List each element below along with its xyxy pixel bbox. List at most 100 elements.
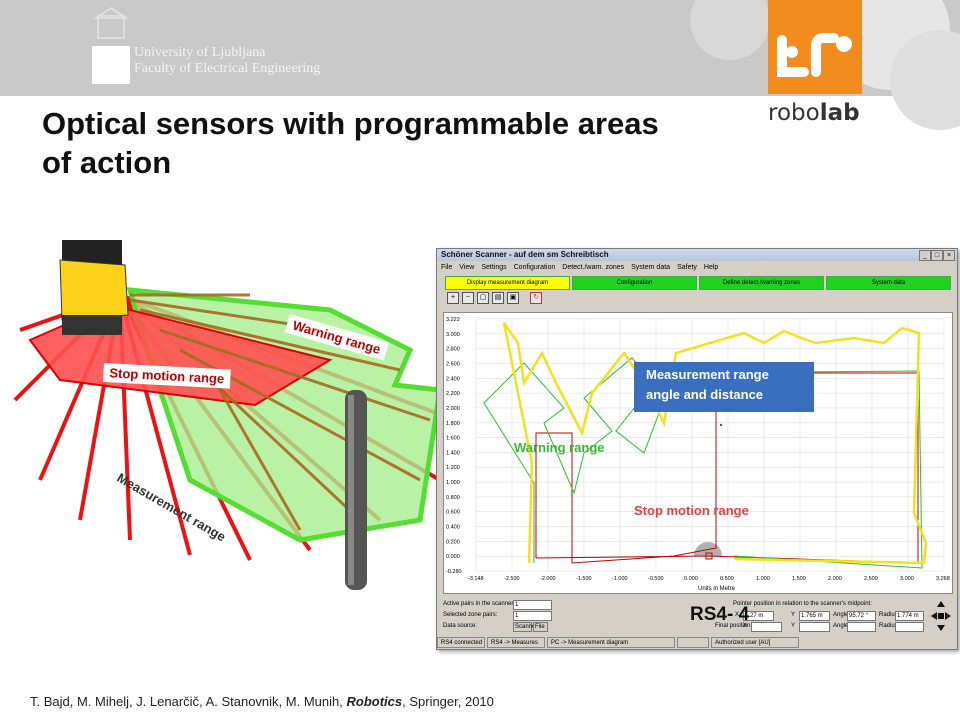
callout-line1: Measurement range bbox=[646, 367, 769, 382]
window-titlebar[interactable]: Schöner Scanner - auf dem sm Schreibtisc… bbox=[437, 249, 957, 261]
y-tick-label: 3.000 bbox=[446, 332, 460, 338]
y-tick-label: 1.400 bbox=[446, 450, 460, 456]
x-tick-label: 2.500 bbox=[864, 576, 878, 582]
y-tick-label: 1.000 bbox=[446, 480, 460, 486]
measurement-plot[interactable]: 3.222 3.000 2.800 2.600 2.400 2.200 2.000 1.800… bbox=[443, 312, 953, 594]
measurement-range-callout: Measurement range angle and distance bbox=[634, 362, 814, 412]
menu-detect-zones[interactable]: Detect./warn. zones bbox=[562, 264, 625, 271]
y-tick-label: 3.222 bbox=[446, 317, 460, 323]
robolab-brand-text: robolab bbox=[768, 100, 860, 126]
x-tick-label: -1.500 bbox=[576, 576, 592, 582]
tab-configuration[interactable]: Configuration bbox=[572, 276, 697, 290]
final-y-field[interactable] bbox=[799, 622, 830, 632]
citation-publisher: , Springer, 2010 bbox=[402, 694, 494, 709]
x-coordinate-field[interactable]: ...27 m bbox=[743, 611, 774, 621]
x-tick-label: 2.000 bbox=[828, 576, 842, 582]
menu-system-data[interactable]: System data bbox=[631, 264, 671, 271]
tab-measurement-diagram[interactable]: Display measurement diagram bbox=[445, 276, 570, 290]
status-diagram: PC -> Measurement diagram bbox=[547, 637, 675, 648]
selected-pairs-field[interactable]: 1 bbox=[513, 611, 552, 621]
citation-book: Robotics bbox=[346, 694, 403, 709]
tab-system-data[interactable]: System data bbox=[826, 276, 951, 290]
status-connection: RS4 connected bbox=[437, 637, 485, 648]
y-tick-label: 2.400 bbox=[446, 376, 460, 382]
y-tick-label: 2.200 bbox=[446, 391, 460, 397]
scanner-source-button[interactable]: Scanner bbox=[513, 622, 538, 632]
x-tick-label: 3.268 bbox=[936, 576, 950, 582]
scanner-origin-marker bbox=[694, 542, 722, 556]
lr-logo-icon bbox=[777, 33, 852, 77]
x-tick-label: -1.000 bbox=[612, 576, 628, 582]
y-tick-label: 2.600 bbox=[446, 361, 460, 367]
save-icon[interactable]: ▣ bbox=[507, 292, 519, 304]
zoom-fit-icon[interactable]: ▢ bbox=[477, 292, 489, 304]
y-tick-label: -0.280 bbox=[446, 569, 462, 575]
university-seal-icon bbox=[93, 7, 129, 39]
final-x-field[interactable] bbox=[751, 622, 782, 632]
x-tick-label: -2.000 bbox=[540, 576, 556, 582]
faculty-name: Faculty of Electrical Engineering bbox=[134, 61, 321, 76]
x-tick-label: 3.000 bbox=[900, 576, 914, 582]
y-coordinate-field[interactable]: 1.765 m bbox=[799, 611, 830, 621]
file-source-button[interactable]: File bbox=[533, 622, 548, 632]
final-angle-field[interactable] bbox=[847, 622, 876, 632]
diagram-stop-motion-label: Stop motion range bbox=[634, 503, 749, 518]
slide-title: Optical sensors with programmable areas … bbox=[42, 106, 659, 180]
radius-field[interactable]: 1.774 m bbox=[895, 611, 924, 621]
x-tick-labels: -3.148 -2.500 -2.000 -1.500 -1.000 -0.500 0.00… bbox=[468, 576, 950, 582]
obstacle-pole bbox=[345, 390, 367, 590]
y-tick-label: 1.800 bbox=[446, 421, 460, 427]
y-tick-label: 0.000 bbox=[446, 554, 460, 560]
scanner-app-window: Schöner Scanner - auf dem sm Schreibtisc… bbox=[436, 248, 958, 650]
toolbar: + − ▢ ▤ ▣ ↻ bbox=[447, 292, 542, 304]
menu-configuration[interactable]: Configuration bbox=[513, 264, 556, 271]
menu-file[interactable]: File bbox=[441, 264, 453, 271]
menu-view[interactable]: View bbox=[459, 264, 475, 271]
refresh-icon[interactable]: ↻ bbox=[530, 292, 542, 304]
print-icon[interactable]: ▤ bbox=[492, 292, 504, 304]
x-tick-label: 1.500 bbox=[792, 576, 806, 582]
menu-help[interactable]: Help bbox=[703, 264, 719, 271]
tab-define-zones[interactable]: Define detect./warning zones bbox=[699, 276, 824, 290]
y-tick-label: 2.800 bbox=[446, 347, 460, 353]
measurement-trace bbox=[502, 322, 928, 565]
direction-pad-icon[interactable] bbox=[931, 601, 951, 631]
y-tick-label: 0.400 bbox=[446, 525, 460, 531]
final-y-label: Y bbox=[791, 623, 796, 629]
x-tick-label: 0.000 bbox=[684, 576, 698, 582]
menu-safety[interactable]: Safety bbox=[677, 264, 697, 271]
status-empty bbox=[677, 637, 709, 648]
robolab-logo-mark bbox=[768, 0, 862, 94]
window-title: Schöner Scanner - auf dem sm Schreibtisc… bbox=[441, 250, 609, 259]
angle-field[interactable]: 95.72 ° bbox=[847, 611, 876, 621]
active-pairs-label: Active pairs in the scanner: bbox=[443, 601, 516, 607]
citation-footer: T. Bajd, M. Mihelj, J. Lenarčič, A. Stan… bbox=[30, 694, 494, 709]
x-coordinate-label: X bbox=[735, 612, 740, 618]
y-tick-labels: 3.222 3.000 2.800 2.600 2.400 2.200 2.000 1.800… bbox=[446, 317, 462, 575]
y-tick-label: 1.200 bbox=[446, 465, 460, 471]
citation-authors: T. Bajd, M. Mihelj, J. Lenarčič, A. Stan… bbox=[30, 694, 343, 709]
final-position-label: Final position: bbox=[715, 623, 753, 629]
zoom-in-icon[interactable]: + bbox=[447, 292, 459, 304]
tab-bar: Display measurement diagram Configuratio… bbox=[445, 276, 951, 290]
y-tick-label: 0.800 bbox=[446, 495, 460, 501]
x-tick-label: -2.500 bbox=[504, 576, 520, 582]
pointer-position-label: Pointer position in relation to the scan… bbox=[733, 601, 872, 607]
x-axis-label: Units in Metre bbox=[698, 586, 736, 592]
x-tick-label: 1.000 bbox=[756, 576, 770, 582]
radius-label: Radius bbox=[879, 612, 898, 618]
callout-line2: angle and distance bbox=[646, 387, 764, 402]
maximize-button[interactable]: □ bbox=[931, 250, 943, 261]
sensor-scene-illustration bbox=[13, 240, 456, 590]
university-logo bbox=[92, 46, 130, 84]
close-button[interactable]: × bbox=[943, 250, 955, 261]
y-coordinate-label: Y bbox=[791, 612, 796, 618]
zoom-out-icon[interactable]: − bbox=[462, 292, 474, 304]
menu-settings[interactable]: Settings bbox=[481, 264, 507, 271]
active-pairs-field[interactable]: 1 bbox=[513, 600, 552, 610]
angle-label: Angle bbox=[833, 612, 849, 618]
minimize-button[interactable]: _ bbox=[919, 250, 931, 261]
warning-rays bbox=[129, 293, 431, 531]
data-source-label: Data source: bbox=[443, 623, 478, 629]
final-radius-field[interactable] bbox=[895, 622, 924, 632]
